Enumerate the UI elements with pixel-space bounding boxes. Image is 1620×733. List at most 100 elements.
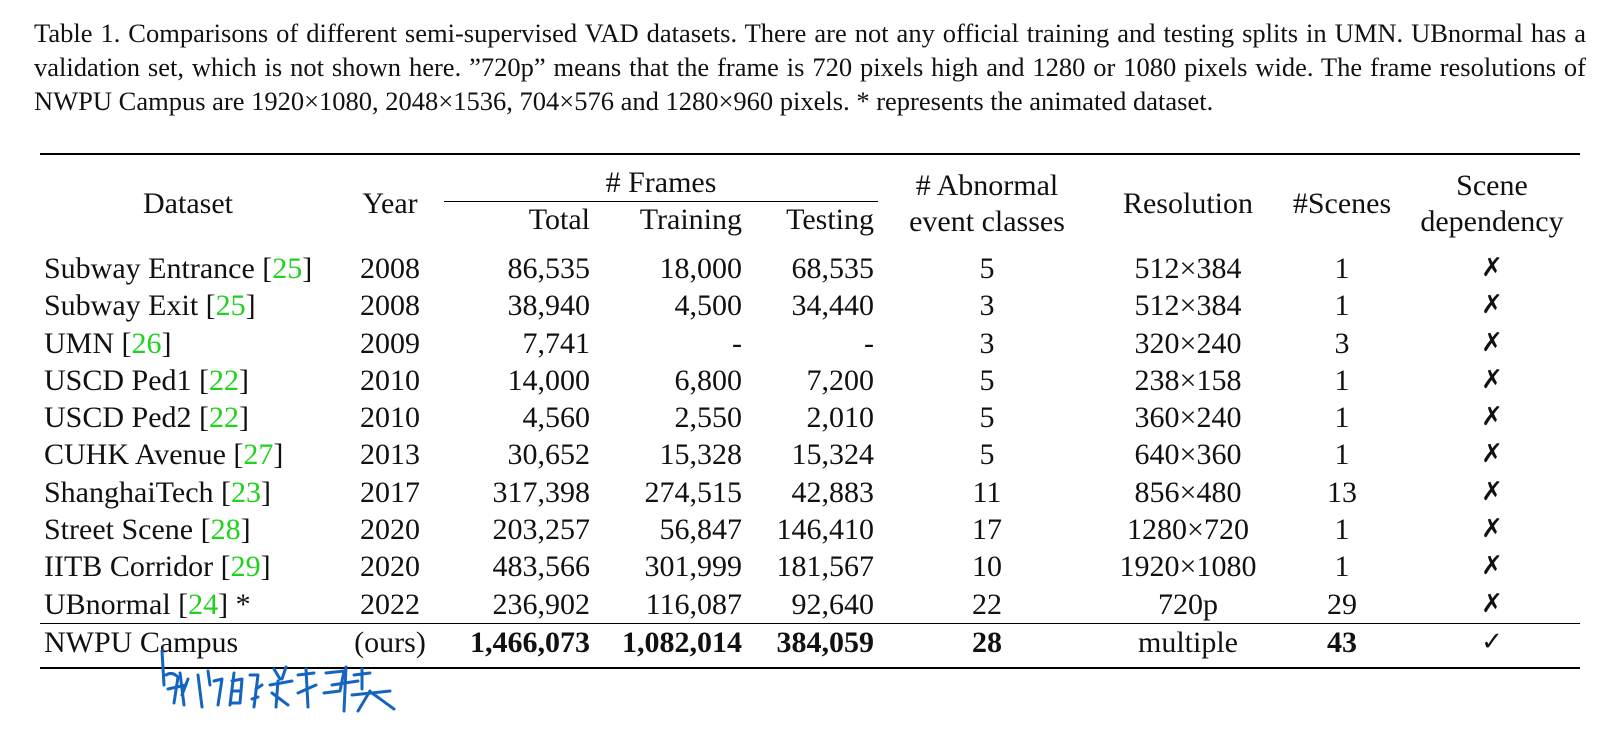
citation-open-bracket: [ xyxy=(199,363,210,397)
cell-scene-dependency: ✗ xyxy=(1481,327,1503,358)
citation-open-bracket: [ xyxy=(178,587,189,621)
cell-resolution: 512×384 xyxy=(1134,289,1242,323)
cell-total: 86,535 xyxy=(507,252,591,285)
cell-scene-dependency: ✗ xyxy=(1481,439,1503,470)
header-resolution: Resolution xyxy=(1122,186,1253,220)
cell-year: 2022 xyxy=(360,587,420,621)
citation-open-bracket: [ xyxy=(205,289,216,323)
citation-link[interactable]: 23 xyxy=(231,475,262,509)
citation-suffix: ] xyxy=(302,252,313,285)
citation-suffix: ] xyxy=(273,438,284,472)
cell-year: 2008 xyxy=(360,252,420,285)
handwritten-annotation xyxy=(160,649,396,713)
cell-training: 116,087 xyxy=(645,587,742,621)
header-abnormal-line2: event classes xyxy=(909,204,1065,238)
table-row: ShanghaiTech [23] 2017 317,398 274,515 42,88… xyxy=(40,474,1580,511)
cell-scenes: 1 xyxy=(1334,438,1350,472)
cell-scenes: 1 xyxy=(1334,252,1350,285)
cell-scene-dependency: ✗ xyxy=(1481,588,1503,619)
cell-resolution: 1920×1080 xyxy=(1119,550,1257,584)
citation-link[interactable]: 25 xyxy=(272,252,303,285)
dataset-name: Street Scene xyxy=(44,513,201,547)
cell-testing: 384,059 xyxy=(746,622,878,669)
table-row: Street Scene [28] 2020 203,257 56,847 146,41… xyxy=(40,511,1580,548)
header-testing: Testing xyxy=(786,203,874,236)
cell-abnormal-classes: 11 xyxy=(972,475,1002,509)
header-scene-dependency: Scene dependency xyxy=(1404,154,1580,242)
cell-year: 2009 xyxy=(360,326,420,360)
cell-scenes: 3 xyxy=(1334,326,1350,360)
citation-suffix: ] xyxy=(261,475,272,509)
header-training: Training xyxy=(639,203,742,236)
dataset-name: Subway Exit xyxy=(44,289,206,323)
cell-total: 4,560 xyxy=(522,401,591,435)
citation-suffix: ] xyxy=(239,363,250,397)
citation-suffix: ] xyxy=(239,401,250,435)
cell-year: (ours) xyxy=(336,622,444,669)
cell-scenes: 43 xyxy=(1280,622,1404,669)
cell-scenes: 1 xyxy=(1334,550,1350,584)
cell-testing: 7,200 xyxy=(806,363,875,397)
cell-testing: 92,640 xyxy=(791,587,875,621)
header-scenes: #Scenes xyxy=(1292,186,1392,220)
cell-dataset-name: CUHK Avenue [27] xyxy=(40,436,336,473)
citation-link[interactable]: 25 xyxy=(215,289,246,323)
citation-open-bracket: [ xyxy=(200,513,211,547)
citation-link[interactable]: 24 xyxy=(188,587,219,621)
citation-open-bracket: [ xyxy=(121,326,132,360)
table-caption: Table 1. Comparisons of different semi-s… xyxy=(34,18,1586,116)
cell-scene-dependency: ✗ xyxy=(1481,253,1503,283)
cell-scenes: 1 xyxy=(1334,289,1350,323)
cell-dataset-name: UMN [26] xyxy=(40,325,336,362)
cell-abnormal-classes: 5 xyxy=(979,438,995,472)
citation-link[interactable]: 28 xyxy=(210,513,241,547)
cell-dataset-name: ShanghaiTech [23] xyxy=(40,474,336,511)
cell-training: 301,999 xyxy=(644,550,743,584)
citation-open-bracket: [ xyxy=(220,550,231,584)
cell-total: 483,566 xyxy=(492,550,591,584)
cell-abnormal-classes: 28 xyxy=(878,622,1096,669)
cell-dataset-name: IITB Corridor [29] xyxy=(40,548,336,585)
header-frames: # Frames xyxy=(444,154,878,202)
cell-abnormal-classes: 10 xyxy=(972,550,1002,584)
citation-link[interactable]: 26 xyxy=(131,326,162,360)
header-scene-dep-line1: Scene xyxy=(1456,168,1528,202)
cell-abnormal-classes: 3 xyxy=(979,326,995,360)
dataset-name: UBnormal xyxy=(44,587,179,621)
citation-link[interactable]: 27 xyxy=(243,438,274,472)
citation-suffix: ] xyxy=(245,289,256,323)
cell-total: 14,000 xyxy=(507,363,591,397)
cell-resolution: 856×480 xyxy=(1134,475,1242,509)
citation-link[interactable]: 29 xyxy=(230,550,261,584)
cell-testing: 42,883 xyxy=(791,475,875,509)
cell-scene-dependency: ✗ xyxy=(1481,364,1503,395)
cell-testing: - xyxy=(864,326,874,360)
cell-training: 2,550 xyxy=(674,401,743,435)
cell-resolution: multiple xyxy=(1096,622,1280,669)
citation-suffix: ] xyxy=(260,550,271,584)
table-row: UBnormal [24] * 2022 236,902 116,087 92,640 2… xyxy=(40,586,1580,624)
cell-scenes: 13 xyxy=(1327,475,1357,509)
dataset-name: ShanghaiTech xyxy=(44,475,222,509)
table-row: Subway Entrance [25] 2008 86,535 18,000 68,5… xyxy=(40,242,1580,287)
citation-link[interactable]: 22 xyxy=(209,401,240,435)
cell-scene-dependency: ✗ xyxy=(1481,514,1503,545)
citation-link[interactable]: 22 xyxy=(209,363,240,397)
dataset-name: CUHK Avenue xyxy=(44,438,234,472)
cell-scene-dependency: ✗ xyxy=(1481,402,1503,433)
dataset-comparison-table-wrap: Dataset Year # Frames # Abnormal event c… xyxy=(40,153,1580,670)
cell-testing: 2,010 xyxy=(806,401,875,435)
cell-dataset-name: Street Scene [28] xyxy=(40,511,336,548)
cell-year: 2010 xyxy=(360,363,420,397)
dataset-comparison-table: Dataset Year # Frames # Abnormal event c… xyxy=(40,153,1580,670)
cell-year: 2010 xyxy=(360,401,420,435)
cell-training: - xyxy=(732,326,742,360)
header-abnormal-classes: # Abnormal event classes xyxy=(878,154,1096,242)
cell-scenes: 29 xyxy=(1327,587,1357,621)
cell-total: 7,741 xyxy=(522,326,591,360)
citation-suffix: ] * xyxy=(218,587,251,621)
cell-scene-dependency: ✗ xyxy=(1481,290,1503,321)
citation-suffix: ] xyxy=(161,326,172,360)
cell-abnormal-classes: 5 xyxy=(979,401,995,435)
cell-dataset-name: UBnormal [24] * xyxy=(40,586,336,624)
